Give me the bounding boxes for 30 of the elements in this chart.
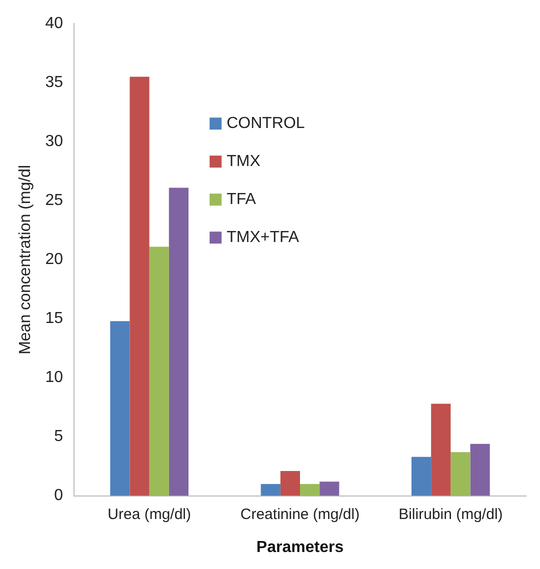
- legend-label: TFA: [226, 191, 256, 208]
- legend-label: TMX: [226, 153, 261, 170]
- y-axis-title: Mean concentration (mg/dl: [17, 164, 34, 354]
- y-tick-label: 40: [45, 15, 64, 32]
- y-tick-label: 10: [45, 369, 64, 386]
- y-tick-label: 20: [45, 251, 64, 268]
- x-axis-title: Parameters: [256, 538, 344, 556]
- bar: [320, 482, 340, 496]
- y-tick-label: 5: [54, 428, 64, 446]
- bar: [280, 471, 300, 496]
- x-tick-label: Bilirubin (mg/dl): [398, 506, 503, 523]
- bar: [149, 246, 169, 496]
- legend-label: TMX+TFA: [226, 229, 300, 246]
- bar: [260, 484, 280, 496]
- y-tick-label: 25: [45, 192, 64, 210]
- y-tick-label: 35: [45, 74, 64, 92]
- x-tick-label: Urea (mg/dl): [108, 506, 192, 523]
- y-tick-label: 15: [45, 310, 64, 328]
- bar: [431, 404, 451, 496]
- bar: [300, 484, 320, 496]
- legend-label: CONTROL: [226, 115, 305, 132]
- bar: [168, 188, 189, 496]
- bar: [110, 321, 130, 496]
- bar: [470, 444, 490, 496]
- y-tick-label: 0: [54, 487, 64, 504]
- x-tick-label: Creatinine (mg/dl): [240, 506, 360, 523]
- y-tick-label: 30: [45, 133, 64, 150]
- bar: [450, 452, 470, 496]
- bar: [411, 456, 432, 496]
- bar: [130, 76, 150, 496]
